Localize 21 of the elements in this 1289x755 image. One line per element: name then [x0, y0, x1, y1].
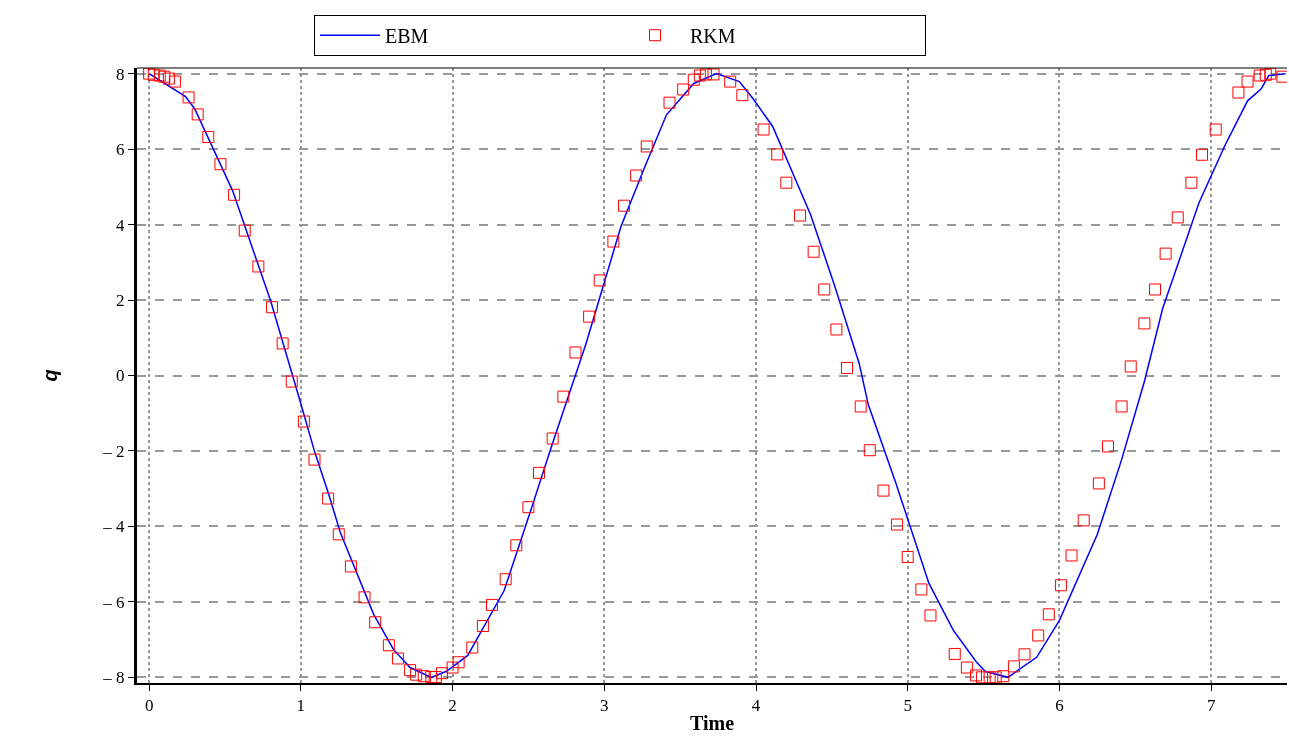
y-tick-label: 6	[116, 140, 125, 160]
x-tick-label: 6	[1055, 696, 1064, 716]
x-tick-label: 5	[903, 696, 912, 716]
y-tick-label: – 6	[102, 592, 125, 612]
x-tick-label: 4	[751, 696, 761, 716]
x-tick-label: 0	[144, 696, 154, 716]
x-axis-title: Time	[689, 712, 735, 735]
y-tick-label: 2	[116, 290, 125, 310]
legend-label: EBM	[385, 25, 429, 47]
y-tick-label: 8	[116, 64, 125, 84]
x-tick-label: 1	[296, 696, 306, 716]
y-tick-label: 0	[116, 366, 125, 386]
y-tick-label: – 2	[102, 441, 125, 461]
y-tick-label: – 4	[102, 517, 126, 537]
y-axis-title: q	[38, 369, 61, 382]
y-tick-label: 4	[116, 215, 126, 235]
y-tick-label: – 8	[102, 668, 125, 688]
x-tick-label: 7	[1206, 696, 1216, 716]
x-tick-label: 2	[448, 696, 457, 716]
legend-label: RKM	[690, 25, 736, 47]
x-tick-label: 3	[600, 696, 609, 716]
